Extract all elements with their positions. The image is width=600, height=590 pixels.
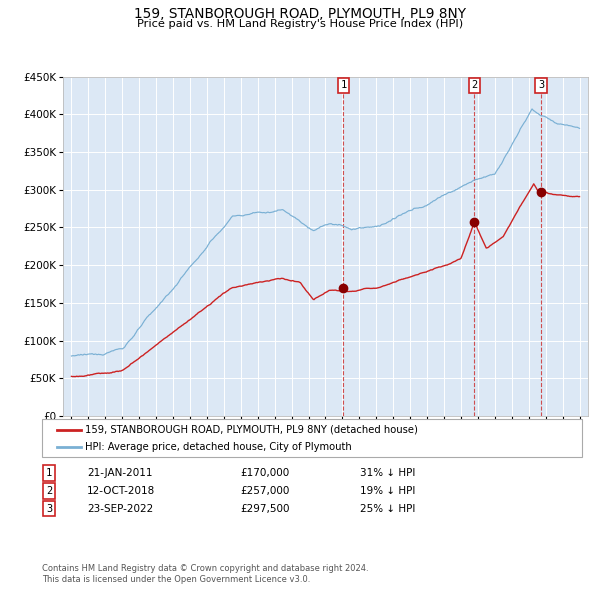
Text: 31% ↓ HPI: 31% ↓ HPI <box>360 468 415 478</box>
Text: 2: 2 <box>471 80 478 90</box>
Text: 1: 1 <box>46 468 52 478</box>
Text: 159, STANBOROUGH ROAD, PLYMOUTH, PL9 8NY (detached house): 159, STANBOROUGH ROAD, PLYMOUTH, PL9 8NY… <box>85 425 418 435</box>
Text: 21-JAN-2011: 21-JAN-2011 <box>87 468 152 478</box>
Text: 23-SEP-2022: 23-SEP-2022 <box>87 504 153 513</box>
Text: Price paid vs. HM Land Registry's House Price Index (HPI): Price paid vs. HM Land Registry's House … <box>137 19 463 30</box>
Text: This data is licensed under the Open Government Licence v3.0.: This data is licensed under the Open Gov… <box>42 575 310 584</box>
Text: 2: 2 <box>46 486 52 496</box>
Text: 1: 1 <box>340 80 346 90</box>
Text: 159, STANBOROUGH ROAD, PLYMOUTH, PL9 8NY: 159, STANBOROUGH ROAD, PLYMOUTH, PL9 8NY <box>134 7 466 21</box>
Text: 3: 3 <box>538 80 544 90</box>
Text: Contains HM Land Registry data © Crown copyright and database right 2024.: Contains HM Land Registry data © Crown c… <box>42 565 368 573</box>
Text: 19% ↓ HPI: 19% ↓ HPI <box>360 486 415 496</box>
Text: 12-OCT-2018: 12-OCT-2018 <box>87 486 155 496</box>
Text: £297,500: £297,500 <box>240 504 290 513</box>
Text: 25% ↓ HPI: 25% ↓ HPI <box>360 504 415 513</box>
Text: £257,000: £257,000 <box>240 486 289 496</box>
Text: HPI: Average price, detached house, City of Plymouth: HPI: Average price, detached house, City… <box>85 441 352 451</box>
Text: £170,000: £170,000 <box>240 468 289 478</box>
Text: 3: 3 <box>46 504 52 513</box>
